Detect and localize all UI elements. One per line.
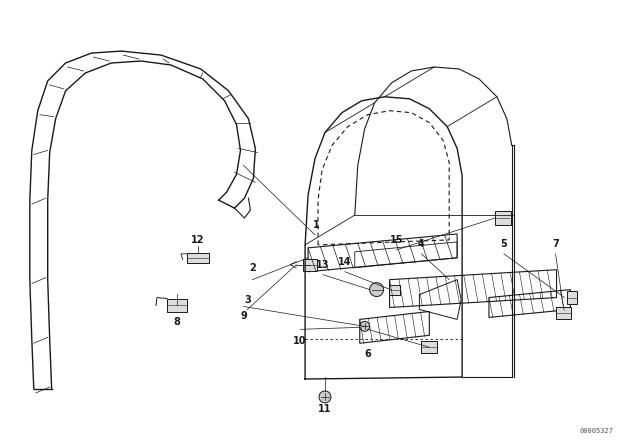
Text: 14: 14	[338, 257, 351, 267]
Polygon shape	[388, 284, 401, 294]
Text: 2: 2	[249, 263, 256, 273]
Text: 00005327: 00005327	[579, 428, 613, 434]
Text: 1: 1	[313, 220, 319, 230]
Polygon shape	[303, 259, 317, 271]
Text: 4: 4	[418, 239, 425, 249]
Text: 15: 15	[390, 235, 403, 245]
Text: 10: 10	[293, 336, 307, 346]
Polygon shape	[167, 298, 187, 312]
Text: 3: 3	[244, 294, 251, 305]
Text: 6: 6	[364, 349, 371, 359]
Text: 12: 12	[191, 235, 205, 245]
Polygon shape	[568, 291, 577, 305]
Text: 7: 7	[552, 239, 559, 249]
Text: 13: 13	[316, 260, 330, 270]
Text: 5: 5	[500, 239, 508, 249]
Text: 9: 9	[240, 311, 247, 321]
Text: 8: 8	[173, 317, 180, 327]
Polygon shape	[495, 211, 511, 225]
Circle shape	[319, 391, 331, 403]
Polygon shape	[421, 341, 437, 353]
Polygon shape	[556, 307, 572, 319]
Text: 11: 11	[318, 404, 332, 414]
Polygon shape	[187, 253, 209, 263]
Circle shape	[360, 321, 370, 332]
Circle shape	[370, 283, 383, 297]
